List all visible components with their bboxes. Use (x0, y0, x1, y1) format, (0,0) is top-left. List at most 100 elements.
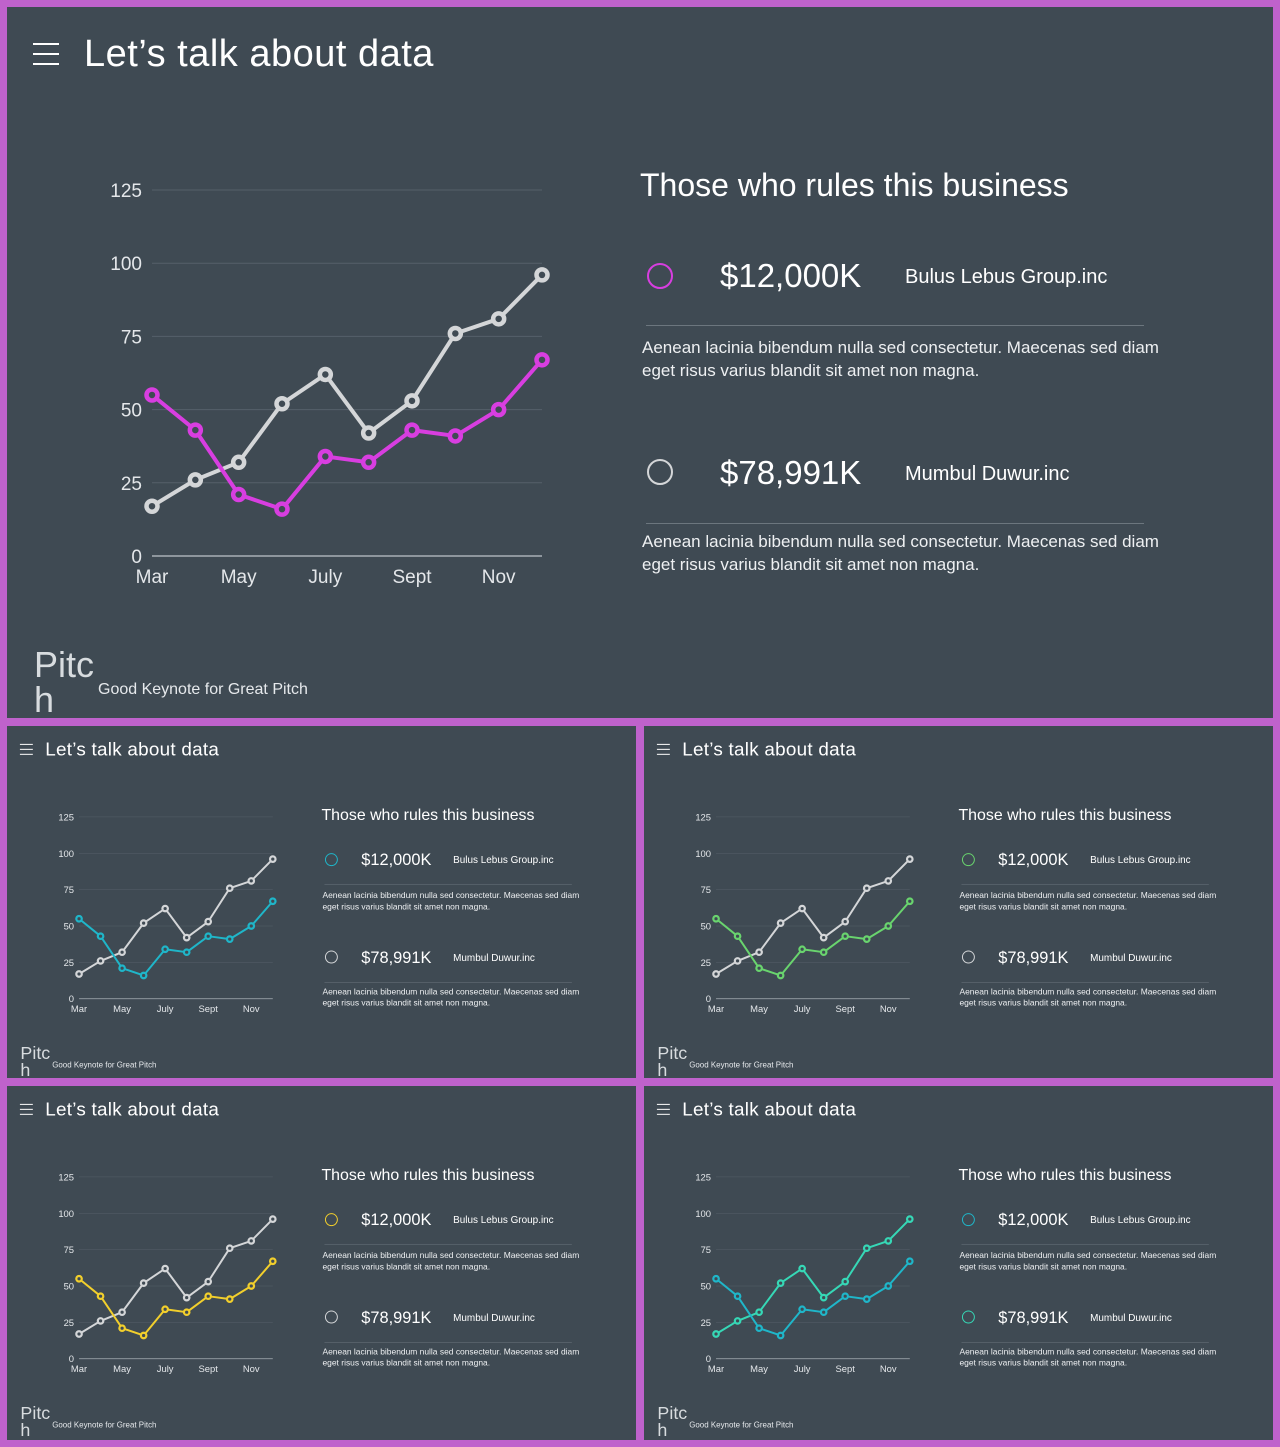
x-tick-label: Mar (71, 1363, 87, 1374)
x-tick-label: Mar (71, 1003, 87, 1014)
series-2-point (96, 1317, 105, 1325)
series-1-ring-icon (324, 853, 338, 867)
series-2-point (733, 1317, 742, 1325)
series-1-line (715, 900, 911, 977)
series-2-point (776, 1279, 785, 1287)
series-1-point (204, 1292, 213, 1301)
entry-1-company: Bulus Lebus Group.inc (453, 1214, 554, 1226)
hamburger-menu-icon[interactable] (656, 1103, 670, 1115)
series-2-point (118, 948, 126, 957)
series-2-point (884, 877, 893, 885)
series-2-point (733, 957, 742, 965)
series-2-point (317, 366, 334, 383)
series-2-point (96, 957, 105, 965)
series-2-point (755, 948, 763, 957)
x-tick-label: July (308, 567, 342, 588)
tagline: Good Keynote for Great Pitch (52, 1060, 157, 1070)
series-2-line (715, 1218, 911, 1335)
series-1-point (317, 448, 334, 465)
entry-1-value: $12,000K (361, 850, 432, 869)
series-1-ring-icon (324, 1213, 338, 1227)
series-2-point (755, 1308, 763, 1317)
entry-1-company: Bulus Lebus Group.inc (1090, 1214, 1191, 1226)
series-1-point (776, 1331, 785, 1340)
y-tick-label: 75 (701, 1244, 711, 1255)
series-2-point (268, 855, 277, 863)
hamburger-menu-icon[interactable] (656, 743, 670, 755)
series-1-point (75, 914, 83, 923)
series-1-point (884, 1282, 893, 1290)
series-1-point (712, 1274, 720, 1283)
line-chart: 0 25 50 75 100 125 Mar May July Sept Nov (695, 811, 914, 1014)
hamburger-menu-icon[interactable] (19, 1103, 33, 1115)
y-tick-label: 0 (706, 1353, 711, 1364)
y-tick-label: 25 (64, 1317, 74, 1328)
series-1-line (150, 358, 544, 512)
series-1-point (798, 1305, 806, 1314)
entry-2-description: Aenean lacinia bibendum nulla sed consec… (959, 986, 1217, 1008)
x-tick-label: Nov (243, 1363, 260, 1374)
series-1-point (862, 935, 871, 943)
brand-logo-text: Pitch (34, 644, 95, 718)
series-1-point (268, 897, 277, 906)
series-2-point (75, 1330, 83, 1338)
series-2-line (78, 858, 274, 975)
series-1-point (755, 1324, 763, 1333)
series-1-point (841, 1292, 850, 1301)
x-tick-label: Sept (199, 1003, 219, 1014)
series-1-line (715, 1260, 911, 1337)
hamburger-menu-icon[interactable] (19, 743, 33, 755)
series-2-point (534, 267, 550, 283)
series-2-point (798, 1264, 806, 1273)
slide-variant-cyan: Let’s talk about data 0 25 50 75 100 125 Mar Ma… (7, 726, 636, 1078)
tagline: Good Keynote for Great Pitch (98, 681, 308, 698)
series-1-point (75, 1274, 83, 1283)
series-2-point (225, 884, 234, 893)
series-1-point (118, 1324, 126, 1333)
series-1-point (862, 1295, 871, 1303)
series-2-point (712, 970, 720, 978)
series-1-point (230, 486, 247, 503)
entry-2-description: Aenean lacinia bibendum nulla sed consec… (959, 1346, 1217, 1368)
series-2-point (841, 917, 850, 926)
line-chart: 0 25 50 75 100 125 Mar May July Sept Nov (58, 811, 277, 1014)
y-tick-label: 50 (64, 920, 74, 931)
series-1-point (247, 1282, 256, 1290)
series-2-point (182, 933, 191, 942)
series-2-point (841, 1277, 850, 1286)
x-tick-label: Sept (836, 1003, 856, 1014)
series-2-point (905, 855, 914, 863)
series-1-point (247, 922, 256, 930)
x-tick-label: May (113, 1003, 131, 1014)
series-2-point (404, 393, 420, 409)
entry-1-company: Bulus Lebus Group.inc (1090, 854, 1191, 866)
series-1-point (360, 454, 377, 471)
series-2-line (715, 858, 911, 975)
y-tick-label: 50 (701, 920, 711, 931)
legend-heading: Those who rules this business (958, 805, 1172, 824)
line-chart: 0 25 50 75 100 125 Mar May July Sept Nov (58, 1171, 277, 1374)
series-2-point (204, 1277, 213, 1286)
series-1-point (733, 1292, 742, 1301)
hamburger-menu-icon[interactable] (33, 43, 59, 65)
y-tick-label: 75 (701, 884, 711, 895)
series-1-ring-icon (961, 853, 975, 867)
y-tick-label: 50 (701, 1280, 711, 1291)
y-tick-label: 125 (110, 181, 142, 202)
series-1-ring-icon (961, 1213, 975, 1227)
y-tick-label: 100 (58, 1208, 74, 1219)
series-1-point (144, 387, 160, 403)
series-1-point (274, 501, 290, 517)
tagline: Good Keynote for Great Pitch (689, 1420, 794, 1430)
entry-2-description: Aenean lacinia bibendum nulla sed consec… (642, 532, 1159, 574)
divider (646, 325, 1144, 326)
series-1-point (404, 422, 420, 438)
x-tick-label: Nov (880, 1363, 897, 1374)
series-2-point (204, 917, 213, 926)
brand-logo-text: Pitch (657, 1402, 688, 1440)
series-2-line (150, 273, 544, 508)
slide-variant-green: Let’s talk about data 0 25 50 75 100 125 Mar Ma… (644, 726, 1273, 1078)
legend-heading: Those who rules this business (640, 167, 1069, 203)
series-2-point (819, 1293, 828, 1302)
series-1-point (884, 922, 893, 930)
